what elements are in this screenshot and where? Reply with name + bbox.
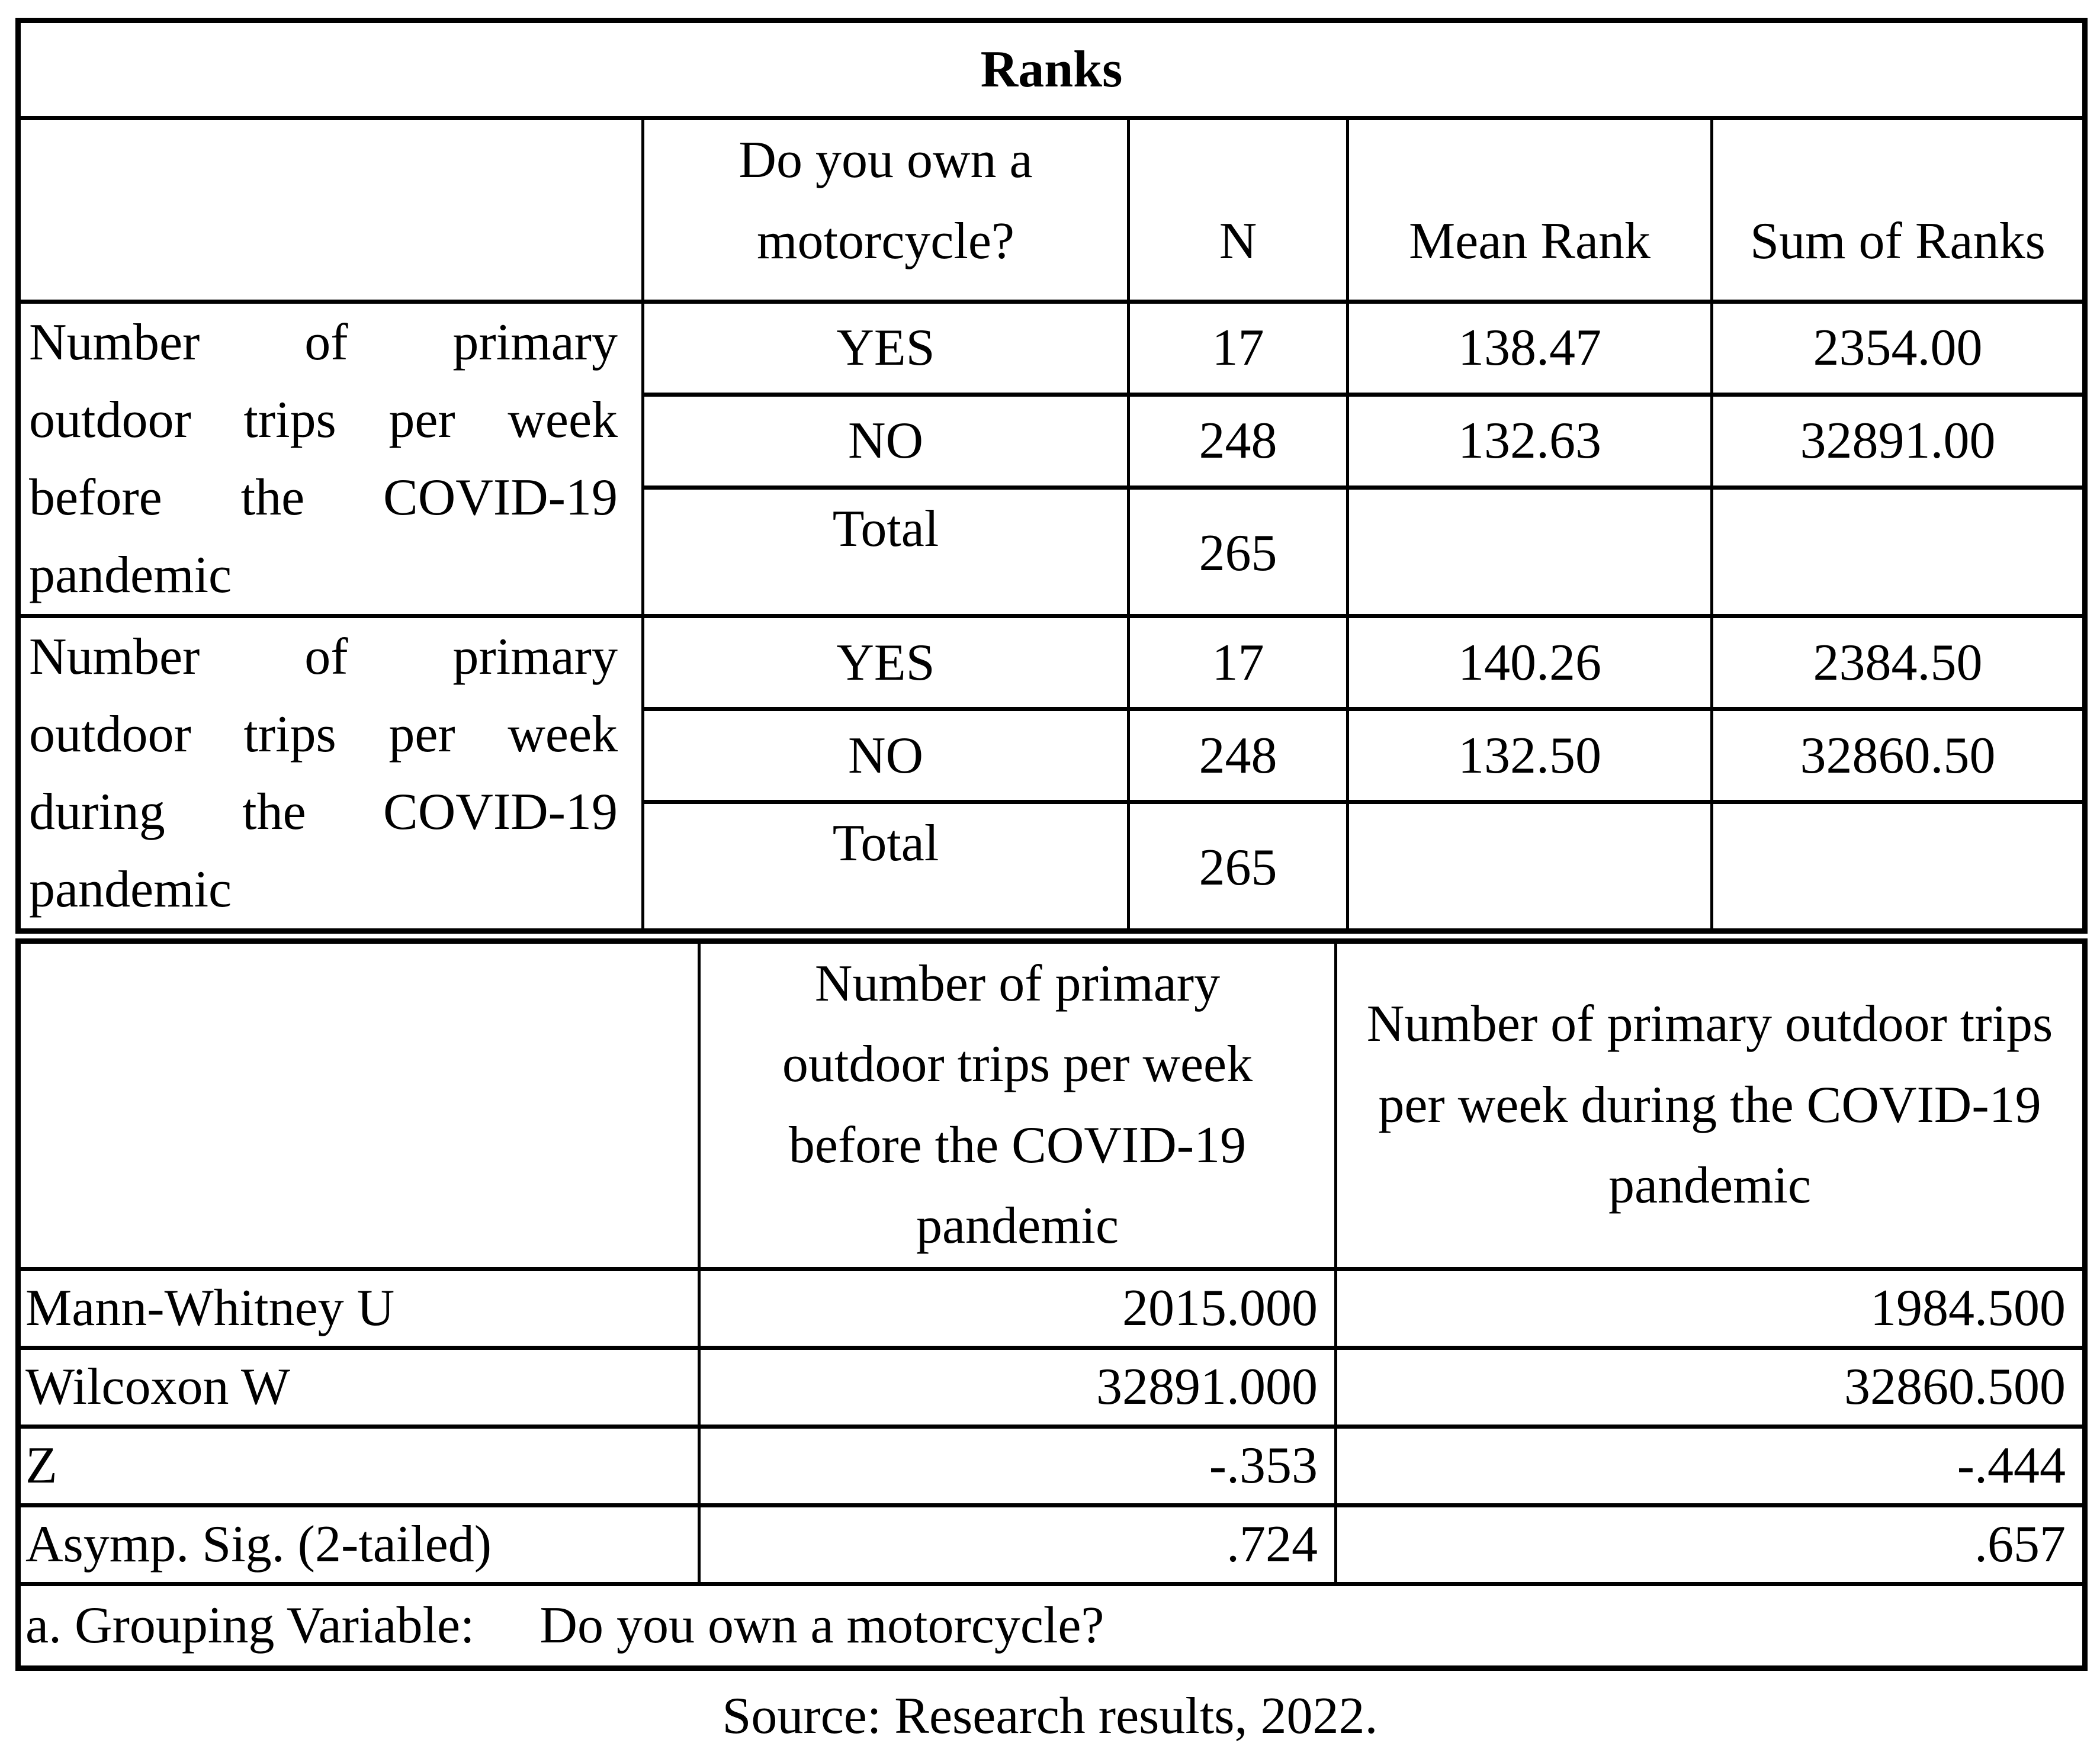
n-value: 265 xyxy=(1127,485,1349,619)
test-header-before-pandemic: Number of primary outdoor trips per week… xyxy=(698,939,1337,1271)
mean-rank-value-empty xyxy=(1346,800,1713,933)
group-value: NO xyxy=(641,707,1130,805)
mean-rank-value: 138.47 xyxy=(1346,300,1713,397)
stat-value-before: .724 xyxy=(698,1503,1337,1586)
sum-of-ranks-value: 2354.00 xyxy=(1710,300,2087,397)
table-row: Total 265 xyxy=(18,800,2087,933)
mean-rank-value: 140.26 xyxy=(1346,613,1713,712)
stat-value-before: -.353 xyxy=(698,1424,1337,1507)
stat-label-wilcoxon-w: Wilcoxon W xyxy=(17,1345,701,1429)
table-row: Number of primary outdoor trips per week during… xyxy=(17,613,2087,933)
stat-value-during: 32860.500 xyxy=(1334,1345,2086,1429)
row-label-before-pandemic: Number of primary outdoor trips per week before… xyxy=(17,300,644,618)
sum-of-ranks-value: 32860.50 xyxy=(1710,707,2087,805)
group-value: Total xyxy=(641,485,1130,619)
n-value: 248 xyxy=(1127,392,1349,490)
grouping-variable-footnote: a. Grouping Variable: Do you own a motor… xyxy=(17,1581,2086,1670)
sum-of-ranks-value-empty xyxy=(1710,800,2087,933)
ranks-header-grouping-variable: Do you own a motorcycle? xyxy=(641,116,1130,304)
table-row: NO 248 132.63 32891.00 xyxy=(18,392,2087,490)
ranks-header-sum-of-ranks: Sum of Ranks xyxy=(1710,116,2087,304)
group-value: NO xyxy=(641,392,1130,490)
test-header-during-pandemic: Number of primary outdoor trips per week… xyxy=(1334,939,2086,1271)
group-value: YES xyxy=(641,300,1130,397)
stat-label-mann-whitney-u: Mann-Whitney U xyxy=(17,1266,701,1350)
source-note: Source: Research results, 2022. xyxy=(722,1687,1378,1745)
sum-of-ranks-value: 2384.50 xyxy=(1710,613,2087,712)
sum-of-ranks-value-empty xyxy=(1710,485,2087,619)
stat-value-during: -.444 xyxy=(1334,1424,2086,1507)
table-row: Asymp. Sig. (2-tailed) .724 .657 xyxy=(17,1503,2086,1586)
ranks-table: Ranks Do you own a motorcycle? N Mean Ra… xyxy=(15,18,2088,934)
stat-value-during: .657 xyxy=(1334,1503,2086,1586)
n-value: 17 xyxy=(1127,300,1349,397)
table-row: Z -.353 -.444 xyxy=(17,1424,2086,1507)
table-row: NO 248 132.50 32860.50 xyxy=(18,707,2087,805)
mean-rank-value-empty xyxy=(1346,485,1713,619)
ranks-header-empty xyxy=(17,116,644,304)
stat-label-asymp-sig: Asymp. Sig. (2-tailed) xyxy=(17,1503,701,1586)
n-value: 17 xyxy=(1127,613,1349,712)
sum-of-ranks-value: 32891.00 xyxy=(1710,392,2087,490)
table-row: Total 265 xyxy=(18,485,2087,619)
mean-rank-value: 132.63 xyxy=(1346,392,1713,490)
ranks-table-title: Ranks xyxy=(16,18,2087,120)
stat-value-before: 2015.000 xyxy=(698,1266,1337,1350)
n-value: 265 xyxy=(1127,800,1349,933)
ranks-header-n: N xyxy=(1127,116,1349,304)
stat-label-z: Z xyxy=(17,1424,701,1507)
group-value: Total xyxy=(641,800,1130,933)
ranks-header-mean-rank: Mean Rank xyxy=(1346,116,1713,304)
stat-value-during: 1984.500 xyxy=(1334,1266,2086,1350)
table-row: Mann-Whitney U 2015.000 1984.500 xyxy=(17,1266,2086,1350)
test-statistics-table: Number of primary outdoor trips per week… xyxy=(15,938,2088,1671)
stat-value-before: 32891.000 xyxy=(698,1345,1337,1429)
mean-rank-value: 132.50 xyxy=(1346,707,1713,805)
table-row: Wilcoxon W 32891.000 32860.500 xyxy=(17,1345,2086,1429)
n-value: 248 xyxy=(1127,707,1349,805)
table-row: Number of primary outdoor trips per week before… xyxy=(17,300,2087,618)
group-value: YES xyxy=(641,613,1130,712)
row-label-during-pandemic: Number of primary outdoor trips per week during… xyxy=(17,614,644,933)
test-header-empty xyxy=(17,939,701,1271)
